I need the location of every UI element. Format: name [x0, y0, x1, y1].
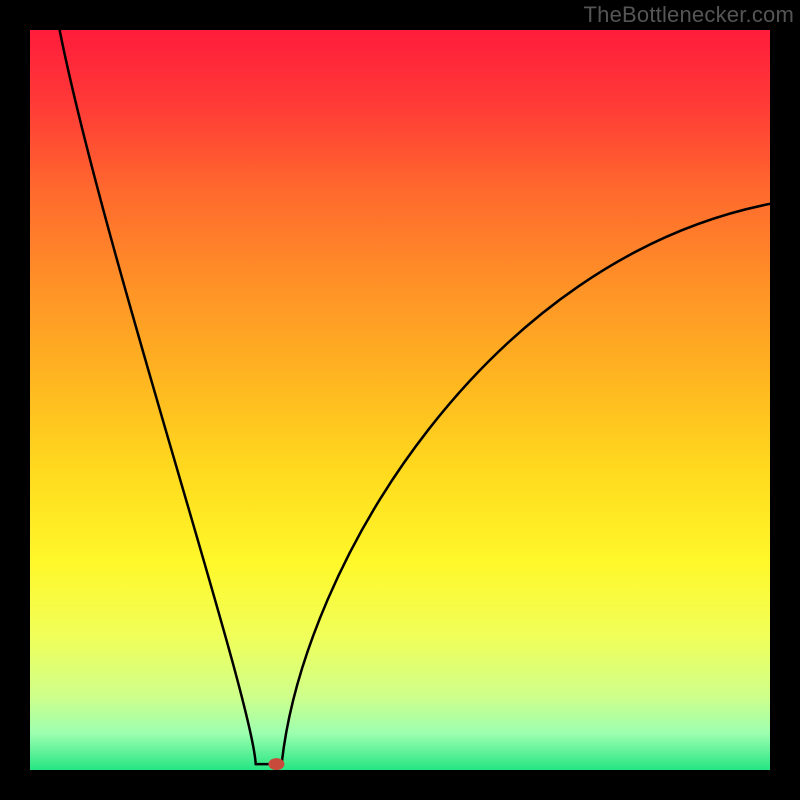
- bottleneck-curve-svg: [30, 30, 770, 770]
- trough-marker-icon: [268, 758, 284, 770]
- plot-area: [30, 30, 770, 770]
- curve-right-branch: [282, 204, 770, 764]
- curve-left-branch: [60, 30, 256, 764]
- watermark-text: TheBottlenecker.com: [584, 2, 794, 28]
